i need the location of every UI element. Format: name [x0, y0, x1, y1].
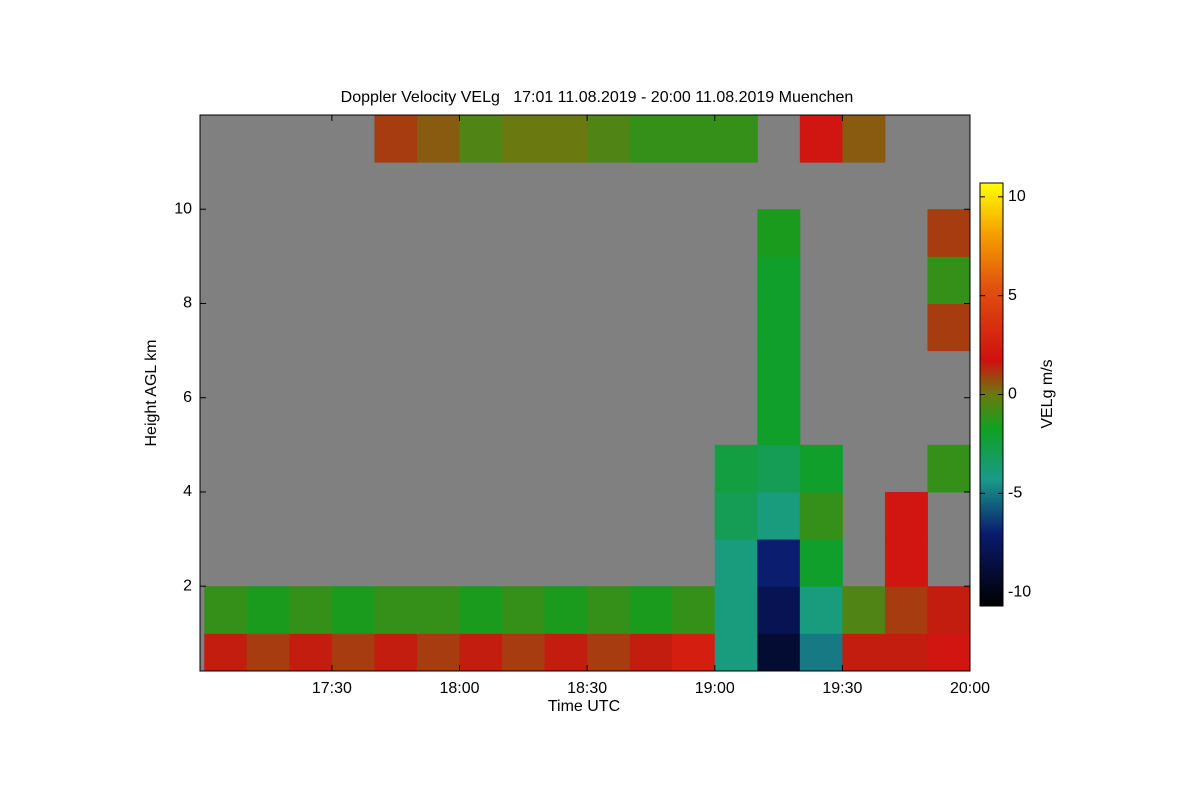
- y-tick-label: 4: [183, 483, 192, 500]
- heatmap-cell: [544, 633, 588, 672]
- heatmap-cell: [757, 256, 801, 304]
- heatmap-cell: [629, 633, 673, 672]
- heatmap-cell: [884, 539, 928, 587]
- heatmap-cell: [289, 633, 333, 672]
- heatmap-cell: [799, 115, 843, 163]
- heatmap-cell: [672, 633, 716, 672]
- heatmap-cell: [672, 115, 716, 163]
- x-tick-label: 19:30: [822, 680, 862, 697]
- heatmap-cell: [757, 633, 801, 672]
- heatmap-cell: [757, 586, 801, 634]
- heatmap-cell: [884, 491, 928, 540]
- x-tick-label: 18:00: [439, 680, 479, 697]
- heatmap-cell: [331, 586, 375, 634]
- heatmap-cell: [587, 633, 631, 672]
- heatmap-cell: [416, 633, 461, 672]
- x-tick-label: 19:00: [695, 680, 735, 697]
- heatmap-cell: [629, 115, 673, 163]
- heatmap-cell: [502, 586, 546, 634]
- heatmap-cell: [927, 209, 971, 257]
- heatmap-cell: [246, 633, 290, 672]
- heatmap-cell: [331, 633, 375, 672]
- heatmap-cell: [416, 115, 461, 163]
- heatmap-cell: [927, 633, 971, 672]
- heatmap-cell: [502, 115, 546, 163]
- heatmap-cell: [374, 633, 418, 672]
- heatmap-cell: [842, 633, 886, 672]
- heatmap-cell: [757, 444, 801, 493]
- heatmap-cell: [799, 491, 843, 540]
- heatmap-cell: [842, 115, 886, 163]
- heatmap-cell: [927, 444, 971, 493]
- heatmap-cell: [629, 586, 673, 634]
- x-tick-label: 17:30: [312, 680, 352, 697]
- heatmap-cell: [246, 586, 290, 634]
- y-tick-label: 2: [183, 577, 192, 594]
- heatmap-cell: [416, 586, 461, 634]
- heatmap-cell: [757, 209, 801, 257]
- heatmap-cell: [459, 586, 503, 634]
- heatmap-cell: [289, 586, 333, 634]
- heatmap-cell: [587, 586, 631, 634]
- x-axis-label: Time UTC: [548, 698, 620, 715]
- y-axis-label: Height AGL km: [143, 339, 160, 446]
- heatmap-cell: [459, 115, 503, 163]
- colorbar-label: VELg m/s: [1039, 359, 1056, 428]
- heatmap-cell: [757, 539, 801, 587]
- x-tick-label: 20:00: [950, 680, 990, 697]
- heatmap-cell: [204, 633, 248, 672]
- heatmap-cell: [544, 586, 588, 634]
- heatmap-cell: [672, 586, 716, 634]
- heatmap-cell: [884, 633, 928, 672]
- heatmap-cell: [757, 491, 801, 540]
- heatmap-cell: [714, 491, 758, 540]
- y-tick-label: 6: [183, 389, 192, 406]
- heatmap-cell: [714, 586, 758, 634]
- heatmap-cell: [714, 539, 758, 587]
- heatmap-cell: [714, 633, 758, 672]
- heatmap-cell: [842, 586, 886, 634]
- colorbar-tick-label: 0: [1008, 386, 1017, 403]
- heatmap-cell: [544, 115, 588, 163]
- heatmap-cell: [884, 586, 928, 634]
- colorbar-tick-label: 5: [1008, 287, 1017, 304]
- colorbar-tick-label: 10: [1008, 188, 1026, 205]
- heatmap-cell: [757, 397, 801, 446]
- heatmap-cell: [799, 586, 843, 634]
- heatmap-cell: [927, 256, 971, 304]
- heatmap-cell: [502, 633, 546, 672]
- heatmap-cell: [799, 539, 843, 587]
- heatmap-cell: [714, 444, 758, 493]
- heatmap-cell: [799, 633, 843, 672]
- colorbar-tick-label: -5: [1008, 485, 1022, 502]
- heatmap-cell: [374, 586, 418, 634]
- heatmap-cell: [459, 633, 503, 672]
- heatmap-cell: [714, 115, 758, 163]
- heatmap-cell: [204, 586, 248, 634]
- chart-title: Doppler Velocity VELg 17:01 11.08.2019 -…: [341, 89, 854, 106]
- heatmap-cell: [587, 115, 631, 163]
- heatmap-cell: [927, 303, 971, 352]
- heatmap-cell: [757, 350, 801, 399]
- heatmap-cell: [757, 303, 801, 352]
- heatmap-cell: [374, 115, 418, 163]
- x-tick-label: 18:30: [567, 680, 607, 697]
- heatmap-cell: [799, 444, 843, 493]
- y-tick-label: 8: [183, 295, 192, 312]
- y-tick-label: 10: [174, 200, 192, 217]
- heatmap-cell: [927, 586, 971, 634]
- plot-frame: [199, 114, 971, 672]
- colorbar-tick-label: -10: [1008, 583, 1031, 600]
